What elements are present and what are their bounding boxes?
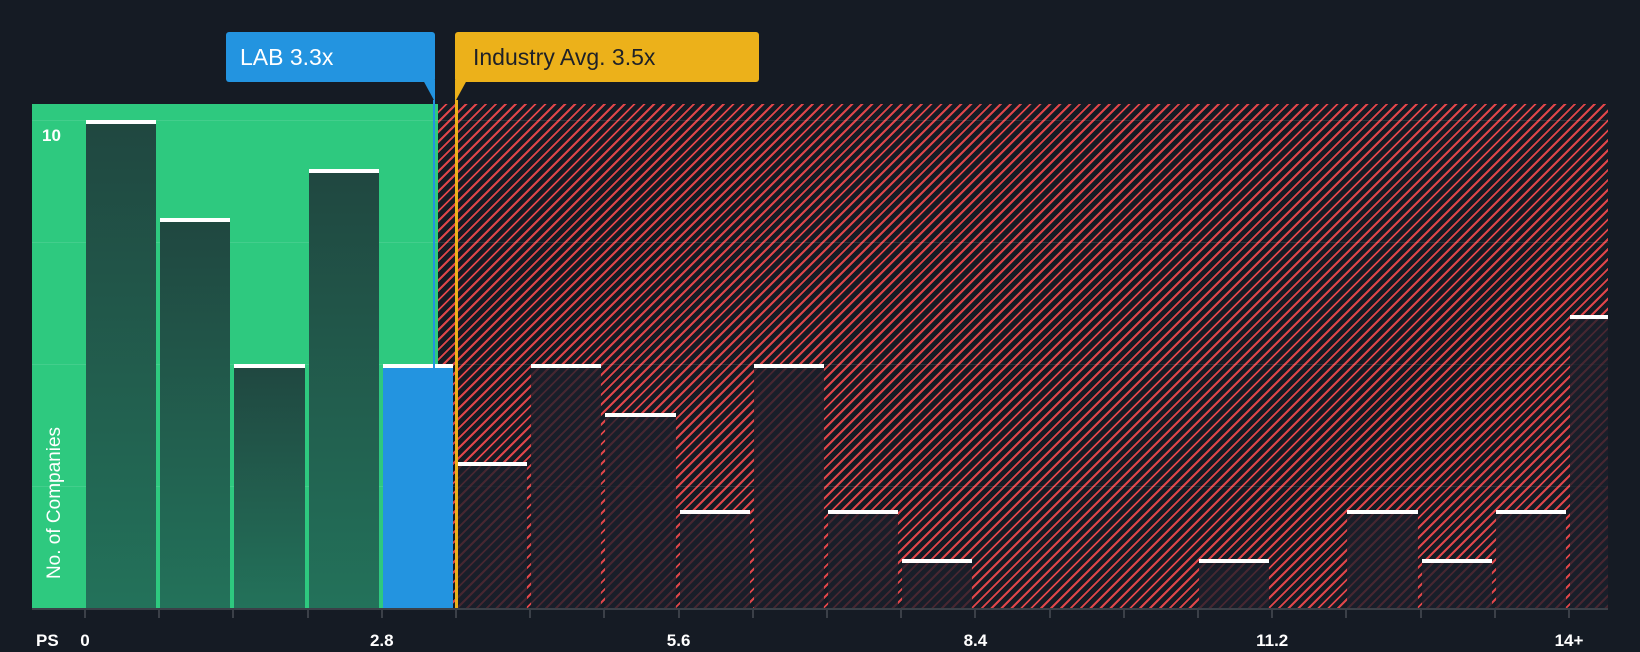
lab-marker-line — [432, 100, 435, 608]
lab-callout-label: LAB 3.3x — [240, 44, 334, 70]
histogram-bar — [1199, 559, 1270, 608]
bar-cap — [234, 364, 305, 368]
subject-bar — [382, 364, 453, 608]
industry-avg-callout: Industry Avg. 3.5x — [455, 32, 759, 82]
x-tick — [529, 610, 532, 618]
x-tick — [455, 610, 457, 618]
histogram-bar — [308, 168, 379, 608]
histogram-bar — [1495, 510, 1566, 608]
bar-cap — [828, 510, 899, 515]
histogram-bar — [902, 559, 973, 608]
x-tick — [1048, 610, 1051, 618]
x-axis-line — [32, 608, 1608, 610]
bar-cap — [160, 217, 231, 222]
lab-callout-pointer — [422, 80, 435, 102]
x-axis-title: PS — [36, 631, 59, 650]
bar-cap — [382, 364, 453, 368]
bar-cap — [457, 461, 528, 466]
x-tick — [900, 610, 903, 618]
x-tick — [306, 610, 309, 618]
histogram-bar — [828, 510, 899, 608]
histogram-bar — [1570, 315, 1608, 608]
x-tick — [1271, 610, 1274, 618]
bar-cap — [605, 412, 676, 417]
bar-cap — [308, 168, 379, 173]
gridline — [32, 242, 1608, 243]
gridline — [32, 120, 1608, 121]
histogram-bar — [234, 364, 305, 608]
histogram-bar — [753, 364, 824, 608]
x-tick-label: 0 — [80, 631, 90, 650]
x-tick — [1419, 610, 1422, 618]
x-tick — [826, 610, 828, 618]
x-tick-label: 5.6 — [666, 631, 691, 650]
histogram-bar — [1421, 559, 1492, 608]
x-tick — [380, 610, 383, 618]
histogram-bar — [160, 217, 231, 608]
industry-avg-callout-pointer — [455, 80, 467, 102]
histogram-bar — [531, 364, 602, 608]
x-tick — [1197, 610, 1199, 618]
bar-cap — [1495, 510, 1566, 515]
x-tick — [751, 610, 754, 618]
x-tick — [603, 610, 606, 618]
histogram-bar — [1347, 510, 1418, 608]
bar-cap — [753, 364, 824, 368]
y-axis-title: No. of Companies — [44, 426, 65, 580]
x-tick — [974, 610, 977, 618]
histogram-bar — [679, 510, 750, 608]
x-tick — [1122, 610, 1125, 618]
bar-cap — [1421, 559, 1492, 564]
bar-cap — [1570, 315, 1608, 320]
x-tick-label: 2.8 — [369, 631, 394, 650]
plot-area — [32, 104, 1608, 608]
histogram-bar — [605, 412, 676, 608]
histogram-bar — [86, 120, 157, 608]
industry-avg-callout-label: Industry Avg. 3.5x — [473, 44, 656, 70]
x-tick — [1493, 610, 1496, 618]
bar-cap — [902, 559, 973, 564]
x-tick-label: 8.4 — [963, 631, 988, 650]
bar-cap — [531, 364, 602, 368]
bar-cap — [86, 120, 157, 124]
x-tick — [677, 610, 680, 618]
x-tick-label: 14+ — [1554, 631, 1584, 650]
histogram-bar — [457, 461, 528, 608]
x-tick — [232, 610, 235, 618]
x-tick — [158, 610, 161, 618]
x-tick — [84, 610, 86, 618]
lab-callout: LAB 3.3x — [226, 32, 435, 82]
x-tick — [1345, 610, 1348, 618]
bar-cap — [1347, 510, 1418, 515]
x-tick — [1568, 610, 1570, 618]
bar-cap — [679, 510, 750, 515]
x-tick-label: 11.2 — [1256, 631, 1289, 650]
y-axis-tick-10: 10 — [42, 126, 61, 145]
industry-avg-marker-line — [455, 100, 458, 608]
bar-cap — [1199, 559, 1270, 564]
